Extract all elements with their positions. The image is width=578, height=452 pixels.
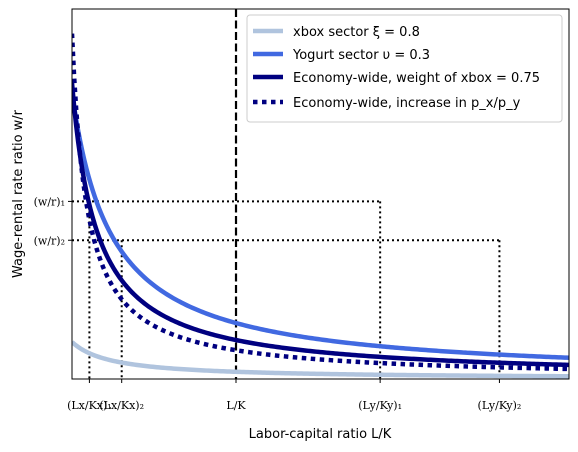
x-tick-label-Lx-Kx-2: (Lx/Kx)₂ [99, 399, 144, 412]
legend-label-economy-increase: Economy-wide, increase in p_x/p_y [293, 96, 521, 111]
y-ticks: (w/r)₁ (w/r)₂ [34, 195, 72, 247]
x-axis-label: Labor-capital ratio L/K [249, 427, 392, 442]
series-line-yogurt [72, 91, 569, 361]
series-layer [72, 33, 569, 379]
x-tick-label-L-K: L/K [226, 399, 246, 412]
legend: xbox sector ξ = 0.8 Yogurt sector υ = 0.… [246, 14, 563, 123]
plot-frame [71, 8, 570, 380]
legend-label-xbox: xbox sector ξ = 0.8 [293, 25, 420, 40]
x-ticks: (Lx/Kx)₁(Lx/Kx)₂ L/K (Ly/Ky)₁ (Ly/Ky)₂ [67, 379, 521, 412]
x-tick-label-Ly-Ky-2: (Ly/Ky)₂ [478, 399, 522, 412]
x-tick-label-Lx-Kx-1: (Lx/Kx)₁ [67, 399, 112, 412]
x-tick-label-Ly-Ky-1: (Ly/Ky)₁ [358, 399, 402, 412]
legend-label-yogurt: Yogurt sector υ = 0.3 [292, 48, 430, 63]
y-axis-label: Wage-rental rate ratio w/r [11, 109, 26, 278]
y-tick-label-w-r-2: (w/r)₂ [34, 234, 65, 247]
series-line-economy [72, 82, 569, 368]
series-line-economy-increase [72, 33, 569, 372]
y-tick-label-w-r-1: (w/r)₁ [34, 195, 65, 208]
series-line-xbox [72, 340, 569, 379]
legend-box [246, 14, 563, 123]
legend-label-economy: Economy-wide, weight of xbox = 0.75 [293, 71, 540, 86]
